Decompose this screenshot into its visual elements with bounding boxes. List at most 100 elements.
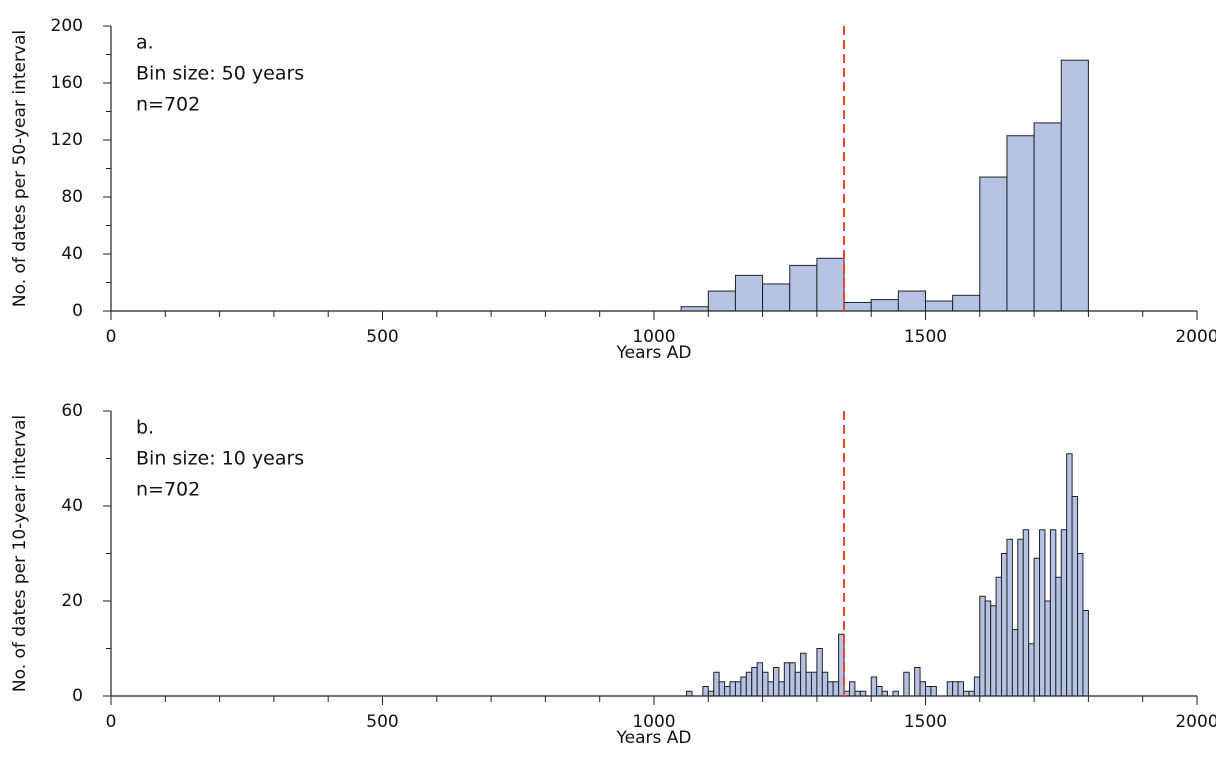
bar xyxy=(762,671,769,697)
bar xyxy=(1033,557,1041,697)
x-tick-label: 1500 xyxy=(904,327,947,347)
x-tick-label: 500 xyxy=(366,327,398,347)
bar xyxy=(756,662,764,697)
x-axis-label: Years AD xyxy=(616,343,692,363)
bar xyxy=(1033,122,1062,312)
annotation: Bin size: 50 years xyxy=(136,63,304,85)
bar xyxy=(745,671,753,697)
y-tick-label: 0 xyxy=(72,301,83,321)
bar xyxy=(1017,538,1024,697)
bar xyxy=(1060,59,1089,312)
x-tick-label: 2000 xyxy=(1175,712,1216,732)
bar xyxy=(751,667,758,697)
bar xyxy=(1066,453,1073,697)
bar xyxy=(778,681,785,697)
bar xyxy=(794,671,802,697)
bar xyxy=(1022,529,1030,697)
bar xyxy=(1028,643,1035,697)
bar xyxy=(810,671,818,697)
bar xyxy=(968,690,975,697)
bar xyxy=(843,301,872,312)
bar xyxy=(946,681,954,697)
bar xyxy=(729,681,736,697)
bar xyxy=(881,690,888,697)
bar xyxy=(984,600,992,697)
y-tick-label: 20 xyxy=(61,591,83,611)
bar xyxy=(740,676,747,697)
y-axis-label: No. of dates per 50-year interval xyxy=(10,30,30,307)
bar xyxy=(707,290,736,312)
bar xyxy=(734,681,742,697)
bar xyxy=(1077,553,1084,697)
bar xyxy=(957,681,965,697)
annotation: n=702 xyxy=(136,479,200,501)
y-tick-label: 0 xyxy=(72,686,83,706)
bar xyxy=(1044,600,1051,697)
y-tick-label: 200 xyxy=(51,16,83,36)
annotation: Bin size: 10 years xyxy=(136,448,304,470)
bar xyxy=(832,681,840,697)
bar xyxy=(1055,576,1062,697)
bar xyxy=(854,690,861,697)
bar xyxy=(783,662,791,697)
bar xyxy=(897,290,926,312)
bar xyxy=(892,690,899,697)
bar xyxy=(876,686,883,697)
bar xyxy=(919,681,927,697)
bar xyxy=(734,274,764,312)
bar xyxy=(816,648,823,697)
bar xyxy=(707,690,715,697)
y-axis-label: No. of dates per 10-year interval xyxy=(10,415,30,692)
x-axis-label: Years AD xyxy=(616,728,692,748)
bar xyxy=(963,690,970,697)
bar xyxy=(952,294,981,312)
annotation: a. xyxy=(136,32,154,54)
bar xyxy=(1049,529,1057,697)
bar xyxy=(990,605,997,697)
bar xyxy=(1001,553,1008,697)
bar xyxy=(1071,496,1079,697)
bar xyxy=(925,300,954,312)
bar xyxy=(1082,610,1089,697)
bar xyxy=(718,681,726,697)
bar xyxy=(973,676,981,697)
annotation: n=702 xyxy=(136,94,200,116)
bar xyxy=(724,686,731,697)
bar xyxy=(903,671,910,697)
bar xyxy=(680,306,709,312)
bar xyxy=(870,676,878,697)
x-tick-label: 0 xyxy=(106,712,117,732)
y-tick-label: 40 xyxy=(61,496,83,516)
bar xyxy=(789,662,796,697)
bar xyxy=(1006,538,1013,697)
x-tick-label: 0 xyxy=(106,327,117,347)
bar xyxy=(870,299,899,312)
bar xyxy=(979,176,1008,312)
bar xyxy=(702,686,709,697)
bar xyxy=(762,283,791,312)
bar xyxy=(914,667,921,697)
bar xyxy=(800,652,807,697)
x-tick-label: 1000 xyxy=(632,327,675,347)
bar xyxy=(848,681,856,697)
bar xyxy=(1006,135,1035,312)
bar xyxy=(713,671,720,697)
bar xyxy=(816,257,845,312)
y-tick-label: 160 xyxy=(51,73,83,93)
bar xyxy=(979,595,986,697)
x-tick-label: 2000 xyxy=(1175,327,1216,347)
y-tick-label: 80 xyxy=(61,187,83,207)
bar xyxy=(772,667,780,697)
bar xyxy=(930,686,937,697)
bar xyxy=(827,681,834,697)
bar xyxy=(821,671,829,697)
bar xyxy=(767,681,774,697)
x-tick-label: 1000 xyxy=(632,712,675,732)
annotation: b. xyxy=(136,417,154,439)
bar xyxy=(805,671,812,697)
bar xyxy=(686,690,693,697)
y-tick-label: 60 xyxy=(61,401,83,421)
bar xyxy=(1060,529,1068,697)
bar xyxy=(859,690,867,697)
